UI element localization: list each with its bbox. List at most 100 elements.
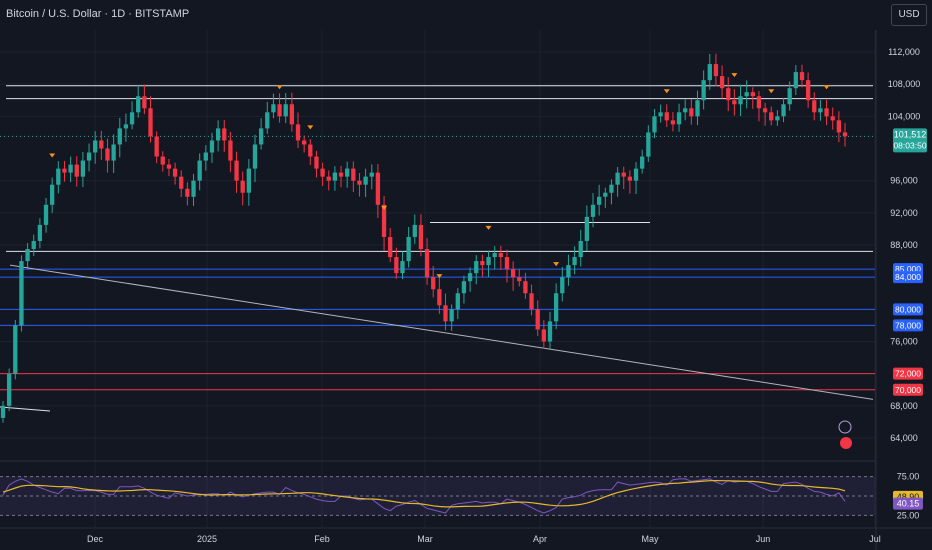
- price-tick-label: 68,000: [890, 401, 918, 411]
- candle: [320, 168, 325, 177]
- time-tick-label: Feb: [314, 534, 330, 544]
- candle: [265, 112, 270, 129]
- signal-marker: [553, 262, 560, 267]
- level-label: 78,000: [895, 320, 921, 330]
- candle: [609, 184, 614, 193]
- time-tick-label: May: [641, 534, 659, 544]
- candle: [31, 240, 36, 250]
- candle: [37, 224, 43, 241]
- candle: [689, 108, 694, 117]
- rsi-band: [0, 476, 875, 516]
- countdown-label: 08:03:50: [893, 140, 926, 150]
- currency-button[interactable]: USD: [891, 4, 927, 26]
- candle: [160, 156, 165, 165]
- candle: [86, 152, 92, 161]
- candle: [123, 124, 129, 129]
- candle: [345, 168, 350, 177]
- grid-lines: [0, 30, 876, 527]
- candle: [277, 104, 282, 117]
- candle: [793, 72, 798, 89]
- candle: [142, 96, 147, 109]
- candle: [732, 100, 737, 105]
- candle: [615, 172, 620, 185]
- candle: [412, 224, 417, 237]
- candle: [302, 140, 307, 145]
- candle: [762, 108, 768, 113]
- level-label-box: [893, 303, 923, 316]
- candle: [228, 140, 233, 161]
- candle: [726, 88, 731, 101]
- candle: [799, 72, 805, 81]
- candle: [578, 240, 583, 258]
- candle: [326, 176, 331, 181]
- candle: [597, 196, 602, 205]
- candle: [504, 257, 510, 270]
- candle: [652, 116, 657, 133]
- candle: [93, 140, 98, 153]
- signal-marker: [276, 85, 283, 90]
- candle: [154, 136, 159, 157]
- candle: [443, 305, 448, 322]
- time-tick-label: Apr: [533, 534, 547, 544]
- signal-marker: [381, 205, 388, 210]
- candle: [252, 144, 258, 169]
- candle: [590, 204, 596, 217]
- candle: [289, 104, 295, 125]
- candle: [646, 132, 651, 157]
- price-tick-label: 112,000: [888, 47, 920, 57]
- candle: [701, 80, 706, 101]
- candle: [670, 120, 676, 125]
- last-price-box: [893, 128, 927, 153]
- time-tick-label: Jun: [756, 534, 771, 544]
- candle: [787, 88, 792, 105]
- candle: [6, 373, 12, 406]
- candle: [529, 293, 534, 310]
- candle: [74, 164, 79, 177]
- candle: [406, 236, 411, 262]
- candle: [566, 265, 571, 278]
- trendline: [9, 264, 874, 400]
- candle: [363, 176, 368, 185]
- candle: [148, 108, 153, 137]
- price-tick-label: 108,000: [888, 79, 921, 89]
- candle: [633, 168, 639, 181]
- candle: [455, 293, 460, 310]
- candle: [535, 309, 540, 330]
- candle: [62, 168, 67, 173]
- price-axis: [876, 30, 932, 550]
- candle: [640, 156, 645, 169]
- rsi-ma-label: 48.90: [897, 492, 920, 502]
- price-tick-label: 104,000: [888, 111, 921, 121]
- candle: [400, 261, 405, 274]
- candle: [25, 249, 30, 262]
- rsi-tick-75: 75.00: [897, 472, 920, 482]
- candle: [664, 112, 669, 121]
- candle: [418, 224, 424, 250]
- candle: [812, 100, 817, 113]
- candle: [394, 257, 399, 274]
- candle: [258, 128, 264, 145]
- candle: [19, 261, 24, 326]
- candle: [369, 172, 374, 177]
- rsi-value-box: [893, 497, 923, 510]
- candle: [283, 104, 288, 117]
- signal-marker: [49, 153, 56, 158]
- candle: [781, 104, 786, 117]
- candle: [234, 160, 239, 181]
- candle: [357, 180, 362, 185]
- candle: [388, 236, 393, 258]
- candle: [99, 140, 104, 149]
- rsi-line: [2, 478, 846, 514]
- candle: [498, 253, 503, 258]
- candle: [756, 96, 762, 109]
- candle: [449, 309, 454, 322]
- candle: [683, 108, 688, 113]
- candle: [197, 160, 202, 181]
- candle: [375, 172, 381, 205]
- candle: [424, 249, 430, 278]
- candle: [467, 273, 473, 282]
- candle: [713, 64, 719, 77]
- candle: [338, 172, 344, 177]
- candle: [215, 128, 221, 141]
